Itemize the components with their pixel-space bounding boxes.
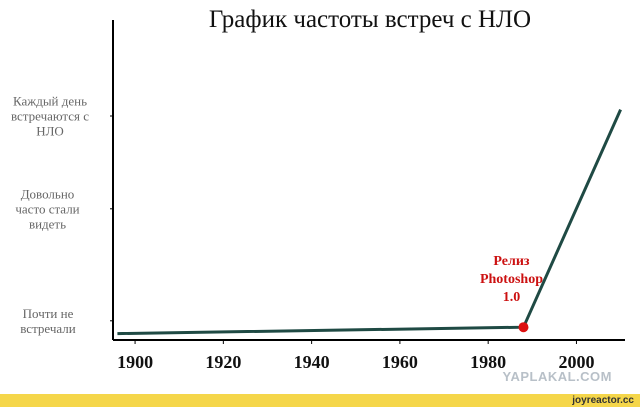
footer-strip [0, 394, 640, 407]
watermark: joyreactor.cc [572, 395, 634, 406]
x-tick-label: 2000 [558, 352, 594, 372]
x-tick-label: 1940 [294, 352, 330, 372]
y-tick-label: Довольно часто стали видеть [15, 186, 80, 232]
chart-title: График частоты встреч с НЛО [208, 6, 532, 33]
x-tick-label: 1960 [382, 352, 418, 372]
y-tick-label: Почти не встречали [20, 305, 76, 336]
watermark: YAPLAKAL.COM [502, 369, 612, 384]
y-tick-label: Каждый день встречаются с НЛО [10, 93, 90, 139]
highlight-point [518, 322, 529, 333]
x-tick-label: 1980 [470, 352, 506, 372]
x-tick-label: 1920 [205, 352, 241, 372]
x-tick-label: 1900 [117, 352, 153, 372]
annotation: Релиз Photoshop 1.0 [479, 254, 543, 306]
